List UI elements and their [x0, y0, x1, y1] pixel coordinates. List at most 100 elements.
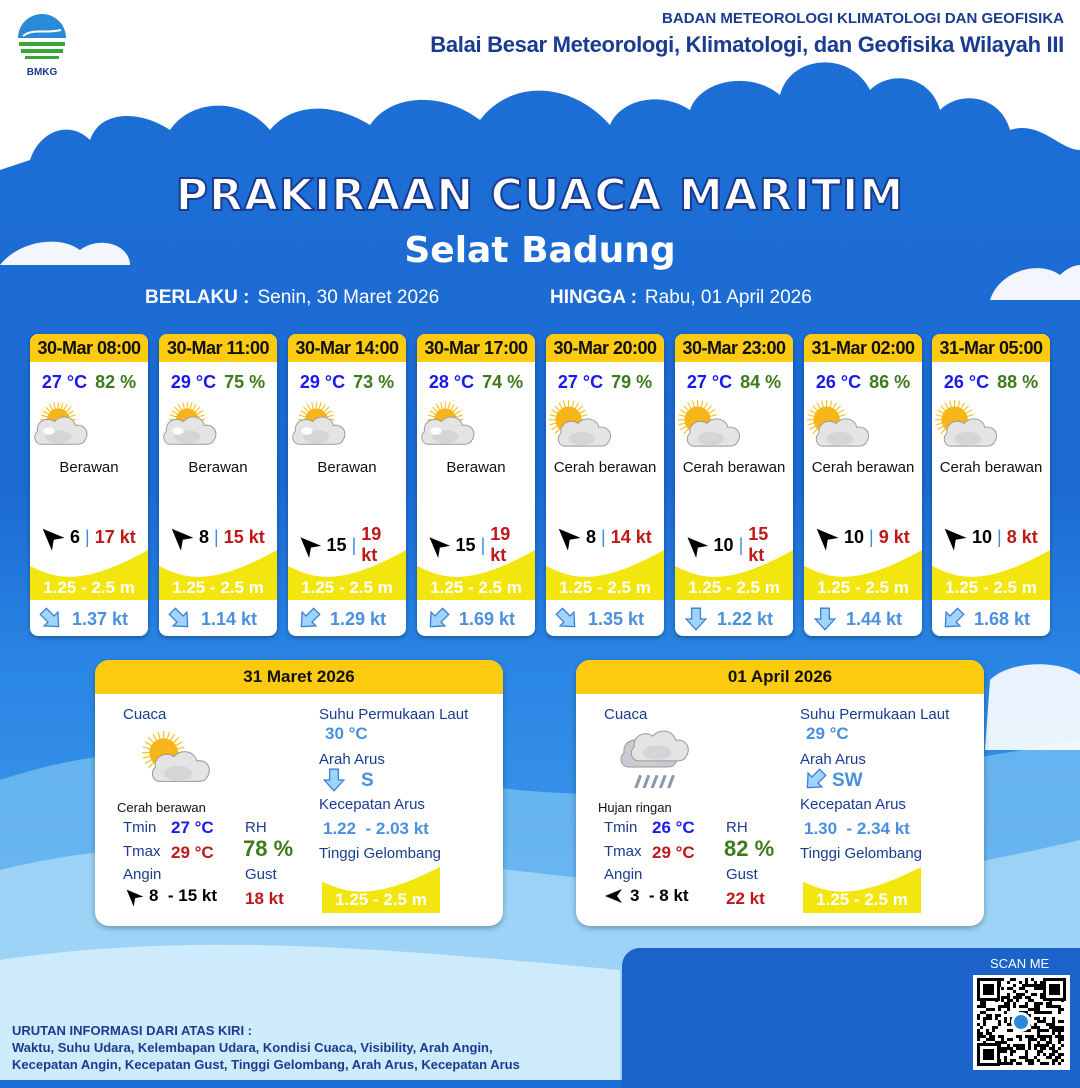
wind-direction-icon: [944, 528, 966, 550]
gust-speed: 19 kt: [490, 524, 511, 565]
rh-label: RH: [245, 819, 267, 836]
scan-me-label: SCAN ME: [990, 956, 1050, 971]
agency-name: BADAN METEOROLOGI KLIMATOLOGI DAN GEOFIS…: [662, 10, 1064, 27]
tmax-value: 29 °C: [171, 843, 214, 862]
current-speed: 1.37 kt: [72, 608, 129, 629]
current-speed: 1.35 kt: [588, 608, 645, 629]
forecast-time: 30-Mar 14:00: [288, 334, 406, 362]
cloudy-icon: [421, 401, 475, 445]
current-speed-value: 1.22 - 2.03 kt: [323, 819, 429, 838]
current-speed-label: Kecepatan Arus: [319, 796, 425, 813]
footer-line-1: Waktu, Suhu Udara, Kelembapan Udara, Kon…: [12, 1040, 493, 1055]
wave-shape: [932, 550, 1050, 600]
wave-shape: [159, 550, 277, 600]
cloudy-icon: [292, 401, 346, 445]
daily-date: 31 Maret 2026: [95, 660, 503, 694]
humidity: 86 %: [869, 372, 911, 392]
current-dir-value: SW: [832, 770, 863, 791]
forecast-card: 31-Mar 02:00 26 °C 86 % Cerah berawan 10 |…: [804, 334, 922, 636]
wave-value: 1.25 - 2.5 m: [335, 890, 427, 909]
weather-condition: Cerah berawan: [553, 458, 657, 476]
valid-from-date: Senin, 30 Maret 2026: [257, 287, 440, 308]
footer-heading: URUTAN INFORMASI DARI ATAS KIRI :: [12, 1023, 252, 1038]
wave-height: 1.25 - 2.5 m: [301, 578, 393, 597]
cloudy-icon: [34, 401, 88, 445]
forecast-time: 31-Mar 05:00: [932, 334, 1050, 362]
wind-direction-icon: [687, 537, 708, 558]
rh-value: 78 %: [243, 836, 294, 861]
divider: |: [997, 526, 1002, 547]
daily-weather: Cerah berawan: [117, 800, 206, 815]
weather-label: Cuaca: [123, 706, 167, 723]
air-temperature: 29 °C: [170, 372, 217, 392]
wind-speed: 10: [713, 534, 734, 555]
qr-code[interactable]: [973, 975, 1070, 1070]
current-direction-icon: [555, 607, 576, 628]
wind-direction-icon: [300, 537, 321, 558]
current-direction-icon: [806, 768, 827, 789]
office-name: Balai Besar Meteorologi, Klimatologi, da…: [430, 32, 1064, 57]
wave-height: 1.25 - 2.5 m: [559, 578, 651, 597]
wind-direction-icon: [171, 528, 193, 550]
footer-line-2: Kecepatan Angin, Kecepatan Gust, Tinggi …: [12, 1057, 520, 1072]
forecast-time: 30-Mar 11:00: [159, 334, 277, 362]
weather-condition: Berawan: [317, 458, 377, 476]
tmin-value: 27 °C: [171, 818, 214, 837]
wave-shape: [322, 866, 440, 913]
current-direction-icon: [429, 607, 450, 628]
daily-summary-panel: 31 Maret 2026 Cuaca Cerah berawan Tmin 2…: [95, 660, 503, 926]
air-temperature: 29 °C: [299, 372, 346, 392]
air-temperature: 26 °C: [943, 372, 990, 392]
gust-speed: 17 kt: [94, 526, 136, 547]
gust-label: Gust: [726, 866, 758, 883]
wind-direction-icon: [816, 528, 838, 550]
gust-speed: 15 kt: [223, 526, 265, 547]
forecast-card: 30-Mar 17:00 28 °C 74 % Berawan 15 | 19 kt …: [417, 334, 535, 636]
wave-label: Tinggi Gelombang: [319, 845, 442, 862]
forecast-card: 30-Mar 23:00 27 °C 84 % Cerah berawan 10 |…: [675, 334, 793, 636]
wind-speed: 15: [455, 534, 476, 555]
gust-speed: 9 kt: [878, 526, 910, 547]
tmax-label: Tmax: [604, 843, 642, 860]
sst-value: 29 °C: [806, 724, 849, 743]
forecast-card: 30-Mar 14:00 29 °C 73 % Berawan 15 | 19 kt …: [288, 334, 406, 636]
wave-height: 1.25 - 2.5 m: [817, 578, 909, 597]
sst-label: Suhu Permukaan Laut: [319, 706, 469, 723]
valid-to-label: HINGGA :: [550, 287, 637, 308]
daily-summary-panel: 01 April 2026 Cuaca Hujan ringan Tmin 26…: [576, 660, 984, 926]
current-direction-icon: [300, 607, 321, 628]
weather-condition: Cerah berawan: [682, 458, 786, 476]
tmin-value: 26 °C: [652, 818, 695, 837]
gust-speed: 15 kt: [748, 524, 769, 565]
divider: |: [351, 534, 357, 555]
sst-value: 30 °C: [325, 724, 368, 743]
sst-label: Suhu Permukaan Laut: [800, 706, 950, 723]
wave-height: 1.25 - 2.5 m: [688, 578, 780, 597]
current-speed: 1.29 kt: [330, 608, 387, 629]
wave-height: 1.25 - 2.5 m: [430, 578, 522, 597]
rh-label: RH: [726, 819, 748, 836]
forecast-time: 30-Mar 08:00: [30, 334, 148, 362]
current-direction-icon: [684, 607, 708, 631]
divider: |: [480, 534, 486, 555]
gust-speed: 14 kt: [610, 526, 652, 547]
valid-to-date: Rabu, 01 April 2026: [644, 287, 812, 308]
current-dir-value: S: [361, 770, 374, 791]
valid-to: HINGGA : Rabu, 01 April 2026: [550, 287, 812, 309]
current-direction-icon: [39, 607, 60, 628]
area-name: Selat Badung: [404, 230, 676, 271]
wave-height: 1.25 - 2.5 m: [945, 578, 1037, 597]
valid-from: BERLAKU : Senin, 30 Maret 2026: [145, 287, 439, 309]
light-rain-icon: [620, 730, 689, 793]
partly-cloudy-icon: [142, 731, 210, 782]
partly-cloudy-icon: [934, 399, 997, 447]
wave-shape: [803, 866, 921, 913]
air-temperature: 26 °C: [815, 372, 862, 392]
weather-condition: Cerah berawan: [811, 458, 915, 476]
gust-value: 22 kt: [726, 889, 765, 908]
wind-direction-icon: [558, 528, 580, 550]
wave-shape: [675, 550, 793, 600]
wave-height: 1.25 - 2.5 m: [43, 578, 135, 597]
wave-shape: [546, 550, 664, 600]
wave-label: Tinggi Gelombang: [800, 845, 923, 862]
